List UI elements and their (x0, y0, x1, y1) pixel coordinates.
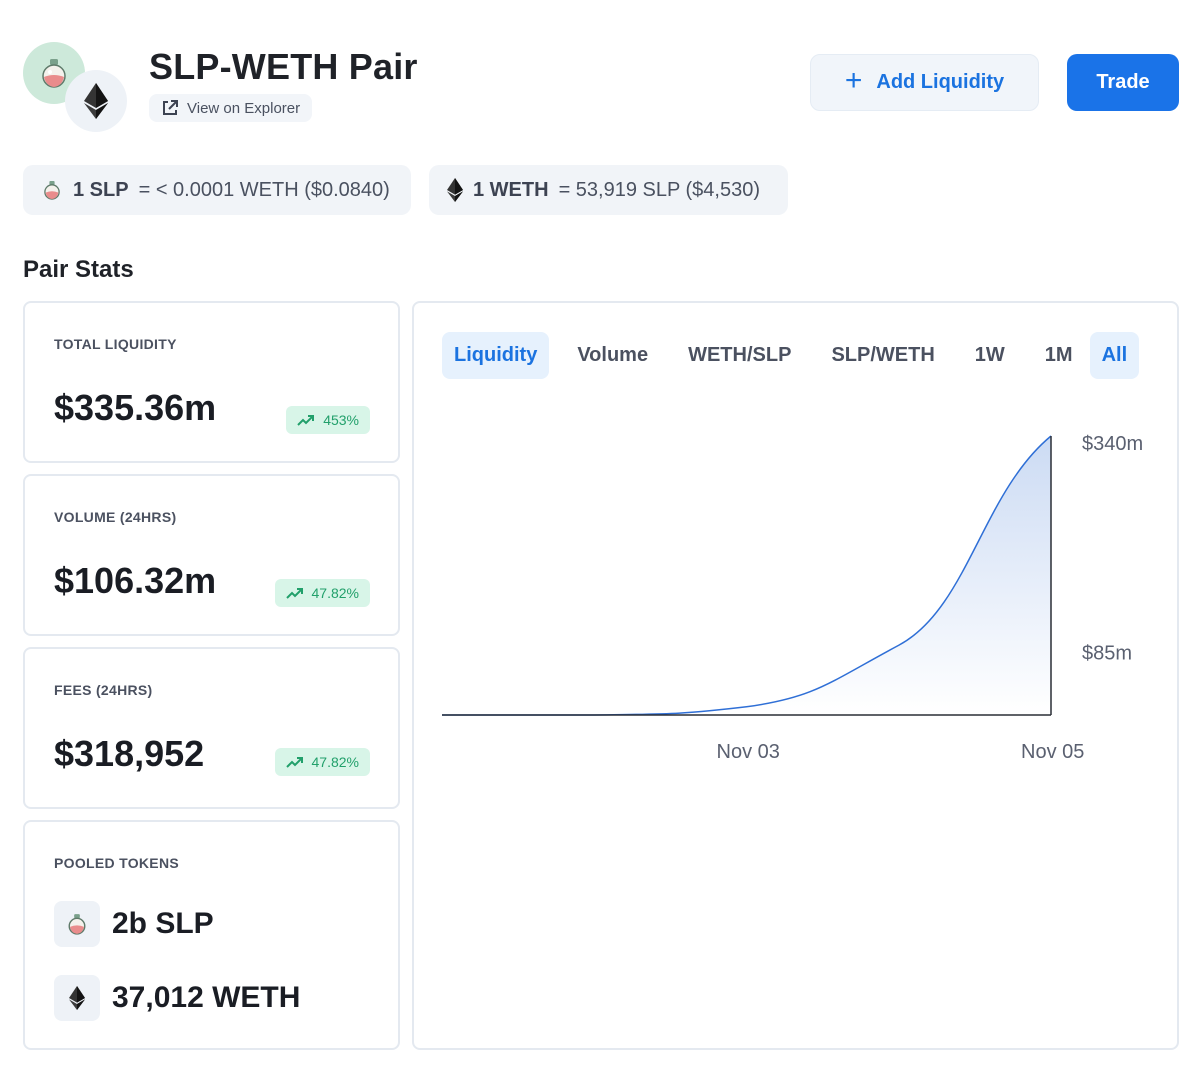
total-liquidity-label: TOTAL LIQUIDITY (54, 336, 177, 352)
tab-slp-weth[interactable]: SLP/WETH (831, 343, 935, 366)
pooled-slp-amount: 2b SLP (112, 907, 214, 940)
volume-change-value: 47.82% (311, 585, 359, 601)
fees-card: FEES (24HRS) $318,952 47.82% (23, 647, 400, 809)
slp-potion-icon (42, 59, 66, 88)
y-tick-label: $340m (1082, 433, 1143, 455)
total-liquidity-value: $335.36m (54, 387, 217, 428)
chart-panel: Liquidity Volume WETH/SLP SLP/WETH 1W 1M All $… (412, 301, 1179, 1050)
tab-liquidity[interactable]: Liquidity (442, 331, 550, 379)
pooled-token-row: 2b SLP (54, 901, 214, 947)
slp-price-chip: 1 SLP = < 0.0001 WETH ($0.0840) (23, 165, 411, 215)
weth-price-chip: 1 WETH = 53,919 SLP ($4,530) (429, 165, 788, 215)
plus-icon: + (844, 64, 863, 97)
trending-up-icon (297, 415, 315, 426)
x-tick-label: Nov 03 (717, 741, 780, 763)
add-liquidity-label: Add Liquidity (876, 71, 1005, 93)
pair-header: SLP-WETH Pair View on Explorer + Add Liq… (23, 42, 1179, 142)
ethereum-icon (447, 178, 463, 202)
liquidity-change-value: 453% (323, 412, 359, 428)
eth-token-icon (54, 975, 100, 1021)
ethereum-icon (69, 986, 85, 1010)
pooled-tokens-card: POOLED TOKENS 2b SLP 37,012 WETH (23, 820, 400, 1050)
y-tick-label: $85m (1082, 642, 1132, 664)
explorer-link-label: View on Explorer (187, 99, 301, 117)
trade-button[interactable]: Trade (1067, 54, 1179, 111)
slp-token-icon (54, 901, 100, 947)
external-link-icon (163, 100, 178, 115)
volume-change-badge: 47.82% (274, 579, 370, 607)
ethereum-icon (84, 83, 108, 119)
tab-1m[interactable]: 1M (1044, 343, 1073, 366)
weth-price-rate: = 53,919 SLP ($4,530) (558, 178, 761, 201)
fees-change-badge: 47.82% (274, 748, 370, 776)
fees-change-value: 47.82% (311, 754, 359, 770)
volume-label: VOLUME (24HRS) (54, 509, 177, 525)
volume-value: $106.32m (54, 560, 217, 601)
pooled-tokens-label: POOLED TOKENS (54, 855, 179, 871)
slp-potion-icon (68, 914, 86, 935)
x-tick-label: Nov 05 (1021, 741, 1084, 763)
slp-token-logo (23, 42, 85, 104)
fees-label: FEES (24HRS) (54, 682, 153, 698)
total-liquidity-card: TOTAL LIQUIDITY $335.36m 453% (23, 301, 400, 463)
slp-potion-icon (44, 180, 60, 200)
chart-tabs: Liquidity Volume WETH/SLP SLP/WETH 1W 1M All (442, 331, 1140, 379)
fees-value: $318,952 (54, 733, 205, 774)
tab-1w[interactable]: 1W (974, 343, 1005, 366)
weth-price-token: 1 WETH (473, 178, 549, 201)
trending-up-icon (285, 757, 303, 768)
tab-all[interactable]: All (1089, 331, 1140, 379)
pair-stats-heading: Pair Stats (23, 256, 134, 283)
liquidity-chart: $340m $85m Nov 03 Nov 05 (442, 433, 1143, 763)
pooled-token-row: 37,012 WETH (54, 975, 300, 1021)
weth-token-logo (65, 70, 127, 132)
tab-weth-slp[interactable]: WETH/SLP (688, 343, 792, 366)
trending-up-icon (285, 588, 303, 599)
add-liquidity-button[interactable]: + Add Liquidity (810, 54, 1039, 111)
tab-volume[interactable]: Volume (577, 343, 649, 366)
volume-card: VOLUME (24HRS) $106.32m 47.82% (23, 474, 400, 636)
pooled-weth-amount: 37,012 WETH (112, 981, 301, 1014)
pair-title: SLP-WETH Pair (149, 46, 418, 87)
slp-price-token: 1 SLP (73, 178, 129, 201)
view-on-explorer-link[interactable]: View on Explorer (149, 94, 313, 122)
slp-price-rate: = < 0.0001 WETH ($0.0840) (138, 178, 390, 201)
liquidity-change-badge: 453% (286, 406, 370, 434)
